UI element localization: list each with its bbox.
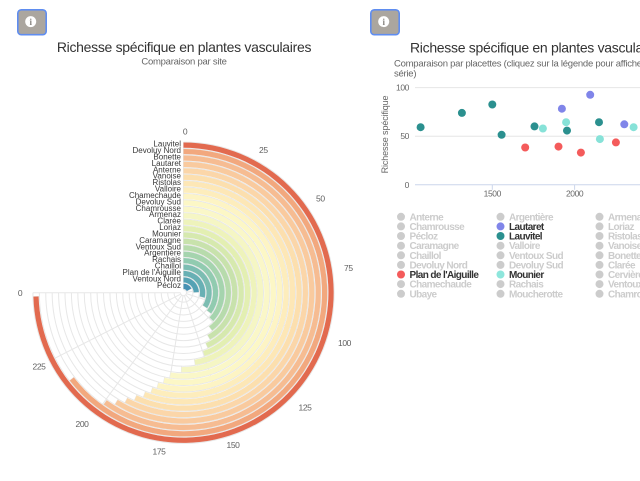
svg-text:Anterne: Anterne [410, 212, 445, 223]
svg-text:Comparaison par site: Comparaison par site [141, 57, 226, 68]
svg-text:Chaillol: Chaillol [410, 251, 442, 262]
svg-text:Ventoux Sud: Ventoux Sud [136, 242, 181, 251]
svg-text:Loriaz: Loriaz [159, 223, 181, 232]
svg-text:Devoluy Nord: Devoluy Nord [410, 260, 468, 271]
svg-text:Caramagne: Caramagne [139, 236, 181, 245]
svg-text:Cervières: Cervières [608, 270, 640, 281]
svg-text:Plan de l'Aiguille: Plan de l'Aiguille [123, 268, 182, 277]
svg-text:Clarée: Clarée [608, 260, 636, 271]
svg-text:75: 75 [344, 263, 353, 273]
svg-text:Mounier: Mounier [509, 270, 544, 281]
svg-text:Vanoise: Vanoise [153, 172, 182, 181]
svg-text:Ubaye: Ubaye [410, 289, 438, 300]
svg-text:Lauvitel: Lauvitel [153, 140, 181, 149]
svg-text:Devoluy Sud: Devoluy Sud [509, 260, 563, 271]
svg-text:Chamechaude: Chamechaude [129, 191, 182, 200]
svg-text:100: 100 [338, 338, 352, 348]
svg-text:i: i [29, 17, 32, 27]
svg-text:0: 0 [183, 127, 188, 137]
svg-text:Richesse spécifique: Richesse spécifique [380, 96, 390, 174]
svg-text:1500: 1500 [484, 189, 502, 199]
svg-text:Pécloz: Pécloz [157, 281, 181, 290]
svg-text:0: 0 [18, 288, 23, 298]
svg-text:Armenaz: Armenaz [608, 212, 640, 223]
svg-text:Chamrousse: Chamrousse [608, 289, 640, 300]
svg-text:50: 50 [400, 131, 409, 141]
svg-text:25: 25 [259, 145, 268, 155]
svg-text:Plan de l'Aiguille: Plan de l'Aiguille [410, 270, 480, 281]
svg-text:Ventoux Nord: Ventoux Nord [133, 274, 181, 283]
svg-text:Ventoux Nord: Ventoux Nord [608, 280, 640, 291]
svg-text:Richesse spécifique en plantes: Richesse spécifique en plantes vasculair… [57, 39, 312, 55]
svg-text:Comparaison par placettes (cli: Comparaison par placettes (cliquez sur l… [394, 59, 640, 70]
svg-text:Loriaz: Loriaz [608, 222, 634, 233]
svg-text:Pécloz: Pécloz [410, 232, 439, 243]
svg-text:Bonette: Bonette [153, 152, 181, 161]
svg-text:Ristolas: Ristolas [608, 232, 640, 243]
svg-text:Chamechaude: Chamechaude [410, 280, 473, 291]
svg-text:série): série) [394, 69, 416, 80]
svg-text:Chamrousse: Chamrousse [410, 222, 466, 233]
svg-text:Lautaret: Lautaret [509, 222, 545, 233]
svg-text:Ristolas: Ristolas [153, 178, 181, 187]
svg-text:Bonette: Bonette [608, 251, 640, 262]
svg-text:150: 150 [227, 440, 241, 450]
svg-text:Clarée: Clarée [157, 217, 181, 226]
svg-text:2000: 2000 [566, 189, 584, 199]
svg-text:Mounier: Mounier [152, 229, 181, 238]
svg-text:i: i [382, 17, 385, 27]
svg-text:Argentière: Argentière [509, 212, 554, 223]
svg-text:Valloire: Valloire [509, 241, 541, 252]
svg-text:0: 0 [405, 180, 410, 190]
svg-text:Ventoux Sud: Ventoux Sud [509, 251, 563, 262]
svg-text:225: 225 [33, 362, 47, 372]
svg-text:Lauvitel: Lauvitel [509, 232, 543, 243]
svg-text:Devoluy Nord: Devoluy Nord [133, 146, 181, 155]
svg-text:Chamrousse: Chamrousse [136, 204, 182, 213]
svg-text:Argentière: Argentière [144, 249, 181, 258]
svg-text:Valloire: Valloire [155, 185, 182, 194]
svg-text:Anterne: Anterne [153, 165, 182, 174]
svg-text:175: 175 [153, 447, 167, 457]
svg-text:Armenaz: Armenaz [149, 210, 181, 219]
svg-text:Richesse spécifique en plantes: Richesse spécifique en plantes vasculair… [410, 40, 640, 56]
svg-text:Vanoise: Vanoise [608, 241, 640, 252]
svg-text:Caramagne: Caramagne [410, 241, 460, 252]
svg-text:Moucherotte: Moucherotte [509, 289, 563, 300]
svg-text:125: 125 [299, 403, 313, 413]
svg-text:200: 200 [76, 419, 90, 429]
svg-text:Rachais: Rachais [152, 255, 181, 264]
svg-text:50: 50 [316, 194, 325, 204]
svg-text:Devoluy Sud: Devoluy Sud [136, 197, 181, 206]
svg-text:Lautaret: Lautaret [152, 159, 182, 168]
svg-text:100: 100 [396, 83, 410, 93]
svg-text:Rachais: Rachais [509, 280, 544, 291]
svg-text:Chaillol: Chaillol [155, 262, 181, 271]
